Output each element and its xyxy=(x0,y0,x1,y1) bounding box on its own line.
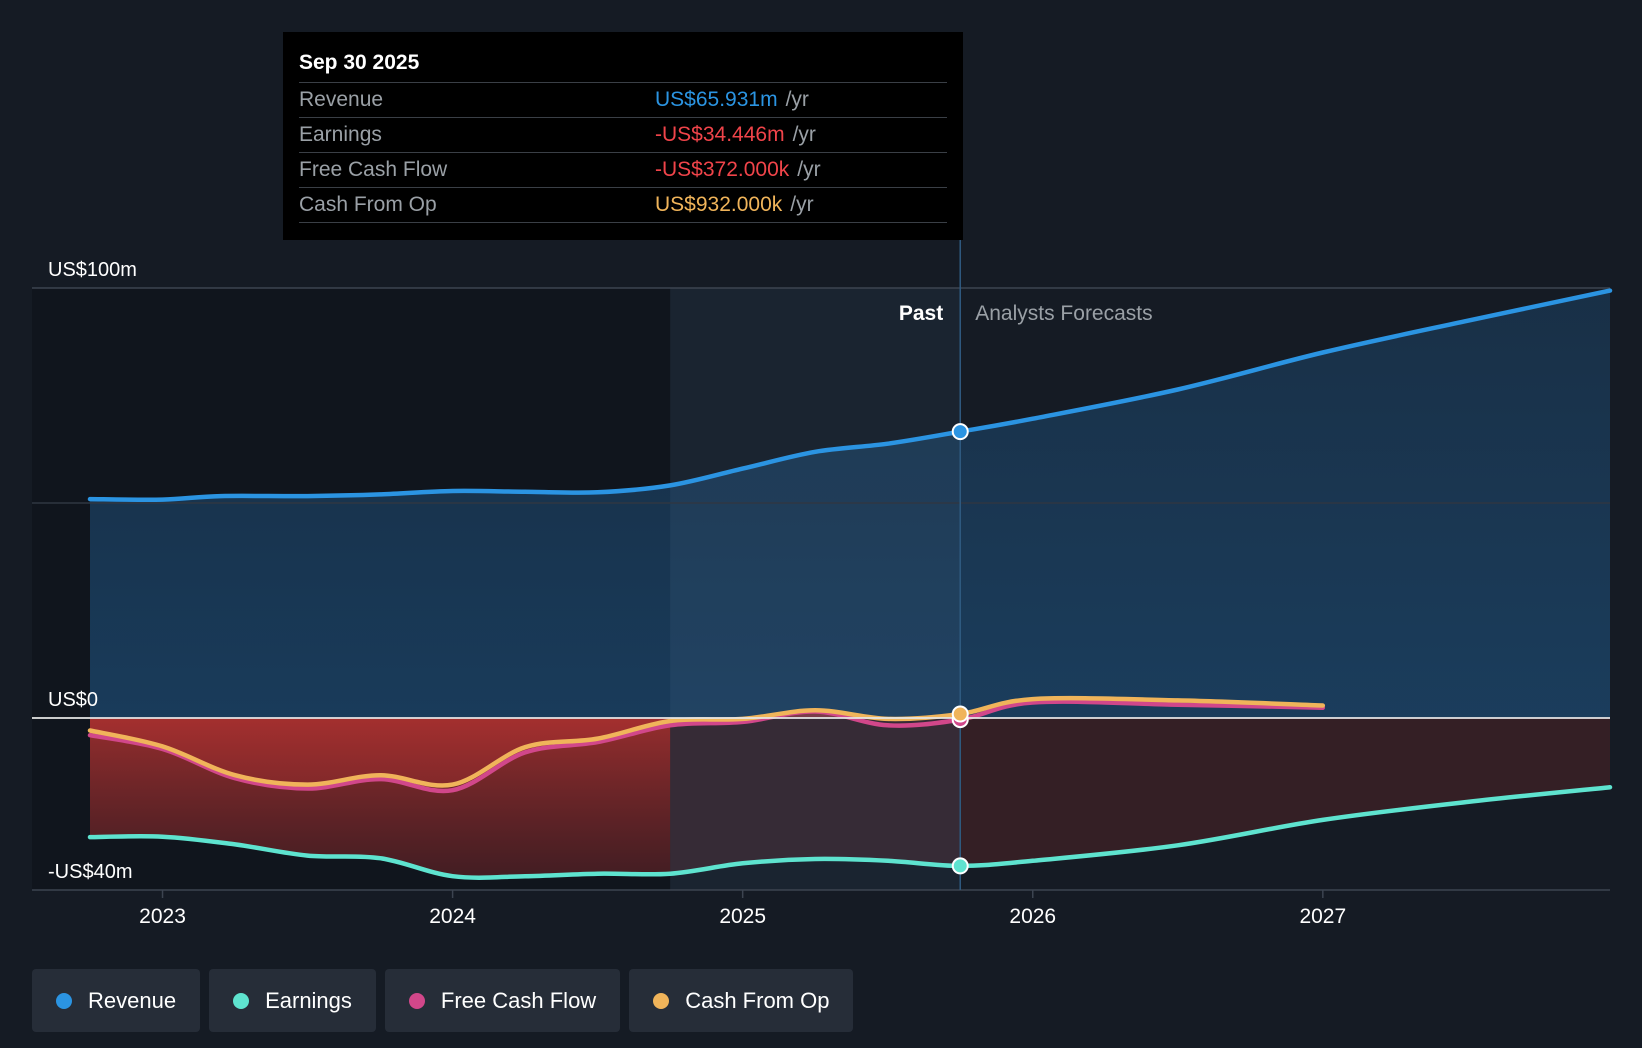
legend-dot-icon xyxy=(56,992,72,1009)
y-tick-label: US$0 xyxy=(48,689,98,711)
y-tick-label: US$100m xyxy=(48,259,137,281)
tooltip-unit: /yr xyxy=(790,193,814,216)
tooltip-unit: /yr xyxy=(792,123,816,146)
legend-label: Revenue xyxy=(88,987,177,1013)
legend-label: Earnings xyxy=(265,987,352,1013)
legend-label: Cash From Op xyxy=(685,987,830,1013)
free-cash-flow-line xyxy=(87,699,1326,794)
tooltip-unit: /yr xyxy=(797,158,821,181)
cash-from-op-line xyxy=(87,695,1326,788)
legend-dot-icon xyxy=(233,992,250,1009)
legend-dot-icon xyxy=(653,992,670,1009)
legend-item-earnings[interactable]: Earnings xyxy=(209,969,376,1032)
tooltip-label: Revenue xyxy=(299,88,384,111)
legend-item-revenue[interactable]: Revenue xyxy=(32,969,201,1032)
highlight-band xyxy=(670,288,961,890)
tooltip-unit: /yr xyxy=(785,88,809,111)
x-tick-label: 2027 xyxy=(1299,905,1346,928)
revenue-line xyxy=(87,288,1613,503)
tooltip-value-free-cash-flow: -US$372.000k xyxy=(655,158,790,181)
legend-dot-icon xyxy=(408,992,425,1009)
earnings-area-past xyxy=(90,718,671,878)
tooltip-row-revenue: Revenue US$65.931m /yr xyxy=(299,82,947,117)
tooltip: Sep 30 2025 Revenue US$65.931m /yr Earni… xyxy=(283,32,963,240)
tooltip-value-revenue: US$65.931m xyxy=(655,88,778,111)
tooltip-date: Sep 30 2025 xyxy=(299,51,420,74)
legend-item-free-cash-flow[interactable]: Free Cash Flow xyxy=(384,969,621,1032)
x-tick-label: 2023 xyxy=(139,905,186,928)
tooltip-value-cash-from-op: US$932.000k xyxy=(655,193,783,216)
forecast-label: Analysts Forecasts xyxy=(975,302,1152,325)
revenue-area xyxy=(90,290,1610,718)
legend-label: Free Cash Flow xyxy=(440,987,597,1013)
legend: Revenue Earnings Free Cash Flow Cash Fro… xyxy=(32,969,854,1032)
tooltip-label: Earnings xyxy=(299,123,382,146)
tooltip-label: Free Cash Flow xyxy=(299,158,448,181)
x-tick-label: 2025 xyxy=(719,905,766,928)
tooltip-value-earnings: -US$34.446m xyxy=(655,123,785,146)
earnings-line xyxy=(87,784,1613,880)
tooltip-row-cash-from-op: Cash From Op US$932.000k /yr xyxy=(299,187,947,223)
x-tick-label: 2026 xyxy=(1009,905,1056,928)
revenue-marker xyxy=(951,423,969,441)
legend-item-cash-from-op[interactable]: Cash From Op xyxy=(629,969,854,1032)
x-tick-label: 2024 xyxy=(429,905,476,928)
cash-from-op-marker xyxy=(951,705,969,723)
earnings-marker xyxy=(951,857,969,875)
tooltip-row-free-cash-flow: Free Cash Flow -US$372.000k /yr xyxy=(299,152,947,187)
tooltip-row-earnings: Earnings -US$34.446m /yr xyxy=(299,117,947,152)
past-label: Past xyxy=(899,302,943,325)
y-tick-label: -US$40m xyxy=(48,861,132,883)
tooltip-label: Cash From Op xyxy=(299,193,437,216)
